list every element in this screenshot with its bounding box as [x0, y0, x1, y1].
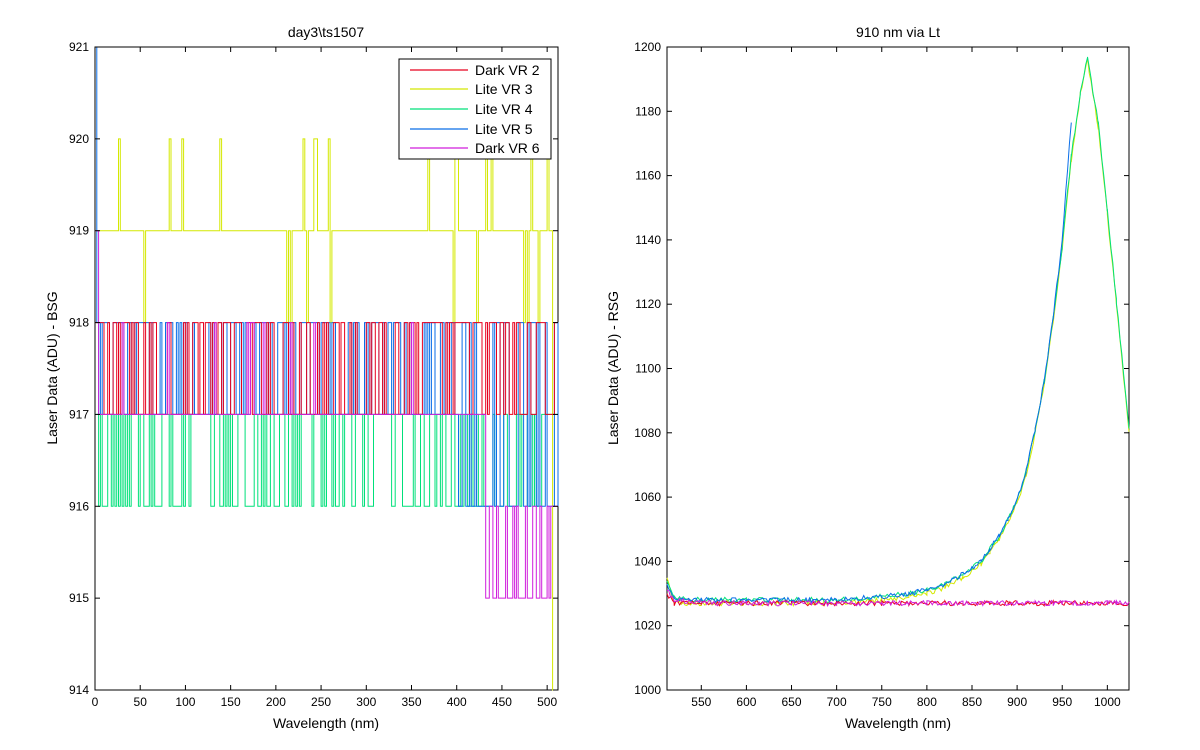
right-plot-frame [666, 46, 1130, 691]
legend-label-lite-vr-5: Lite VR 5 [475, 121, 533, 137]
left-plot-xtick-label: 250 [311, 695, 331, 709]
left-plot-ytick-label: 916 [69, 499, 89, 513]
right-plot-ytick-label: 1080 [634, 426, 661, 440]
right-plot-ytick-label: 1160 [635, 169, 661, 183]
right-plot-ytick-label: 1000 [634, 683, 661, 697]
left-plot-xtick-label: 100 [175, 695, 195, 709]
right-plot-xtick-label: 800 [917, 695, 937, 709]
right-plot-ytick-label: 1060 [634, 490, 661, 504]
left-plot-xtick-label: 450 [492, 695, 512, 709]
right-plot-ytick-label: 1140 [635, 233, 661, 247]
left-plot-ticks: 0 50 100 150 200 250 300 350 400 450 500 914 915 916 9… [69, 40, 558, 709]
left-plot-ytick-label: 917 [69, 407, 89, 421]
left-plot-ytick-label: 918 [69, 316, 89, 330]
right-plot-ytick-label: 1200 [634, 40, 661, 54]
right-plot-xtick-label: 750 [872, 695, 892, 709]
right-plot-ylabel: Laser Data (ADU) - RSG [605, 291, 621, 445]
left-plot-ytick-label: 915 [69, 591, 89, 605]
left-plot-ytick-label: 920 [69, 132, 89, 146]
right-series-2 [666, 122, 1072, 604]
right-plot-xtick-label: 1000 [1094, 695, 1121, 709]
left-plot-ylabel: Laser Data (ADU) - BSG [44, 291, 60, 444]
left-series-dark-vr-2 [95, 322, 558, 415]
right-plot-xtick-label: 850 [962, 695, 982, 709]
legend: Dark VR 2 Lite VR 3 Lite VR 4 Lite VR 5 … [398, 58, 552, 160]
left-series-lite-vr-3 [95, 138, 558, 691]
left-plot-xtick-label: 50 [134, 695, 148, 709]
left-plot-ytick-label: 914 [69, 683, 89, 697]
right-plot-series [666, 56, 1130, 608]
left-plot-title: day3\ts1507 [288, 24, 364, 40]
legend-label-dark-vr-2: Dark VR 2 [475, 62, 540, 78]
right-plot-xtick-label: 950 [1052, 695, 1072, 709]
left-plot-xtick-label: 400 [447, 695, 467, 709]
right-plot-ytick-label: 1120 [635, 297, 661, 311]
left-plot-xtick-label: 200 [266, 695, 286, 709]
legend-label-dark-vr-6: Dark VR 6 [475, 140, 540, 156]
left-plot-series [95, 46, 559, 691]
right-plot-ytick-label: 1180 [635, 104, 661, 118]
right-plot-ytick-label: 1040 [634, 554, 661, 568]
right-plot: 550 600 650 700 750 800 850 900 950 1000 1000 1020 1… [605, 24, 1130, 731]
left-series-dark-vr-6 [95, 230, 558, 599]
right-plot-ytick-label: 1100 [635, 362, 661, 376]
right-plot-xtick-label: 700 [827, 695, 847, 709]
right-plot-xtick-label: 550 [691, 695, 711, 709]
legend-label-lite-vr-3: Lite VR 3 [475, 81, 533, 97]
right-plot-ytick-label: 1020 [634, 619, 661, 633]
left-plot-xtick-label: 500 [537, 695, 557, 709]
right-series-4 [666, 589, 1130, 608]
left-plot-xlabel: Wavelength (nm) [273, 715, 379, 731]
right-plot-title: 910 nm via Lt [856, 24, 940, 40]
legend-label-lite-vr-4: Lite VR 4 [475, 101, 533, 117]
left-plot-ytick-label: 921 [69, 40, 89, 54]
right-plot-xtick-label: 600 [736, 695, 756, 709]
left-plot-xtick-label: 350 [401, 695, 421, 709]
right-plot-xlabel: Wavelength (nm) [845, 715, 951, 731]
left-plot-xtick-label: 300 [356, 695, 376, 709]
left-plot-ytick-label: 919 [69, 224, 89, 238]
right-plot-xtick-label: 900 [1007, 695, 1027, 709]
left-plot-xtick-label: 0 [92, 695, 99, 709]
left-plot-xtick-label: 150 [221, 695, 241, 709]
left-plot: 0 50 100 150 200 250 300 350 400 450 500 914 915 916 9… [44, 24, 559, 731]
right-plot-ticks: 550 600 650 700 750 800 850 900 950 1000 1000 1020 1… [634, 40, 1129, 709]
right-plot-xtick-label: 650 [782, 695, 802, 709]
